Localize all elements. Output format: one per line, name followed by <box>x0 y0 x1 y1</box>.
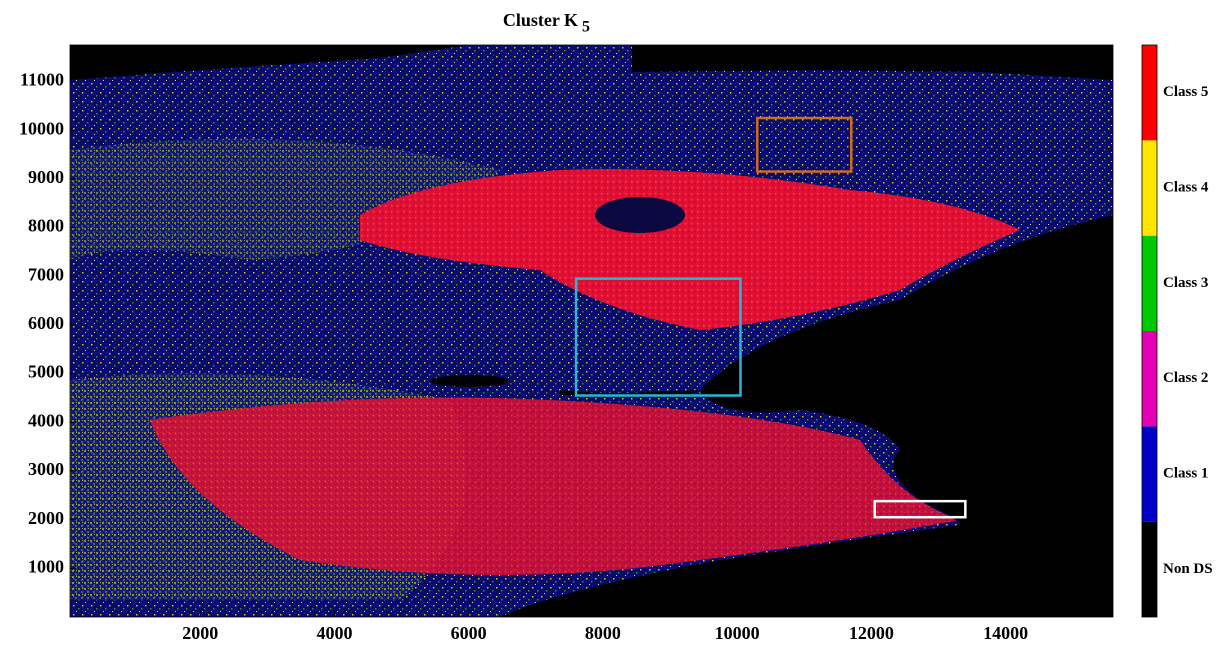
colorbar-label: Class 4 <box>1163 179 1209 195</box>
y-tick-label: 7000 <box>28 264 64 284</box>
y-tick-label: 10000 <box>19 118 64 138</box>
y-tick-label: 6000 <box>28 313 64 333</box>
colorbar-segment <box>1142 426 1157 521</box>
chart-title: Cluster K <box>503 10 578 30</box>
classification-map <box>70 45 1113 617</box>
y-tick-label: 4000 <box>28 410 64 430</box>
colorbar-segment <box>1142 236 1157 331</box>
x-tick-label: 10000 <box>715 623 760 643</box>
y-tick-label: 11000 <box>20 70 64 90</box>
x-tick-label: 4000 <box>316 623 352 643</box>
y-tick-label: 5000 <box>28 362 64 382</box>
colorbar-segment <box>1142 331 1157 426</box>
y-tick-label: 2000 <box>28 508 64 528</box>
y-tick-label: 1000 <box>28 556 64 576</box>
x-tick-label: 12000 <box>849 623 894 643</box>
y-tick-label: 3000 <box>28 459 64 479</box>
colorbar-label: Class 2 <box>1163 370 1208 386</box>
x-tick-label: 8000 <box>585 623 621 643</box>
colorbar-label: Non DS <box>1163 561 1213 577</box>
colorbar-label: Class 3 <box>1163 275 1208 291</box>
chart: Cluster K 5 2000 4000 6000 8000 10000 12000 14… <box>0 0 1224 646</box>
colorbar-label: Class 1 <box>1163 465 1208 481</box>
colorbar-segment <box>1142 522 1157 617</box>
chart-title-subscript: 5 <box>582 19 590 36</box>
y-tick-label: 8000 <box>28 216 64 236</box>
x-tick-label: 14000 <box>983 623 1028 643</box>
colorbar-segment <box>1142 140 1157 235</box>
colorbar-label: Class 5 <box>1163 84 1208 100</box>
x-tick-label: 6000 <box>451 623 487 643</box>
colorbar-segment <box>1142 45 1157 140</box>
y-tick-label: 9000 <box>28 167 64 187</box>
x-tick-label: 2000 <box>182 623 218 643</box>
